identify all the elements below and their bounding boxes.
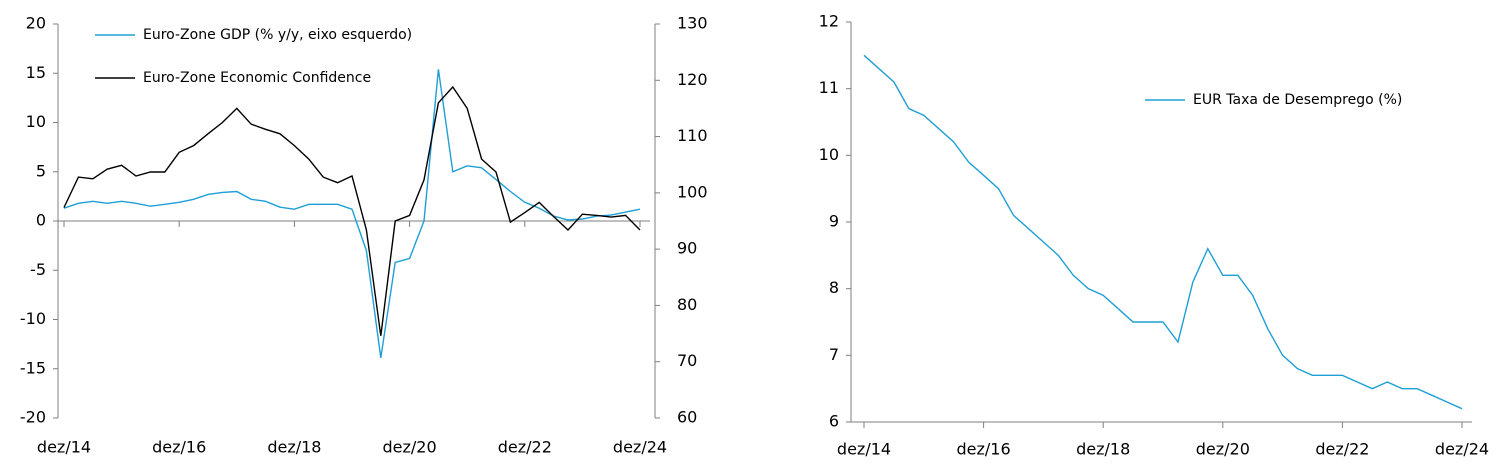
series-line: [63, 69, 641, 359]
x-tick-label: dez/14: [837, 440, 891, 459]
legend-label: Euro-Zone GDP (% y/y, eixo esquerdo): [143, 27, 412, 43]
y2-tick-label: 60: [677, 408, 697, 427]
y-tick-label: 8: [829, 278, 839, 297]
x-tick-label: dez/24: [1435, 440, 1489, 459]
x-tick-label: dez/20: [383, 438, 437, 457]
y-tick-label: 20: [26, 14, 46, 33]
x-tick-label: dez/16: [152, 438, 206, 457]
y-tick-label: -5: [30, 260, 46, 279]
x-tick-label: dez/14: [37, 438, 91, 457]
y2-tick-label: 120: [677, 70, 708, 89]
x-tick-label: dez/18: [1076, 440, 1130, 459]
series-line: [63, 85, 641, 336]
y-tick-label: 7: [829, 345, 839, 364]
y2-tick-label: 130: [677, 14, 708, 33]
y-tick-label: 9: [829, 212, 839, 231]
x-tick-label: dez/16: [957, 440, 1011, 459]
legend-label: Euro-Zone Economic Confidence: [143, 70, 371, 86]
y-tick-label: -10: [20, 309, 46, 328]
y-tick-label: -15: [20, 358, 46, 377]
y-tick-label: 6: [829, 412, 839, 431]
x-tick-label: dez/24: [613, 438, 667, 457]
y2-tick-label: 90: [677, 239, 697, 258]
x-tick-label: dez/20: [1196, 440, 1250, 459]
y-tick-label: -20: [20, 408, 46, 427]
y2-tick-label: 70: [677, 351, 697, 370]
x-tick-label: dez/18: [267, 438, 321, 457]
x-tick-label: dez/22: [498, 438, 552, 457]
y2-tick-label: 100: [677, 182, 708, 201]
y-tick-label: 10: [26, 112, 46, 131]
legend-label: EUR Taxa de Desemprego (%): [1193, 92, 1402, 108]
y2-tick-label: 110: [677, 126, 708, 145]
series-line: [863, 54, 1463, 410]
y2-tick-label: 80: [677, 295, 697, 314]
y-tick-label: 15: [26, 63, 46, 82]
x-tick-label: dez/22: [1315, 440, 1369, 459]
y-tick-label: 11: [819, 78, 839, 97]
y-tick-label: 0: [36, 211, 46, 230]
y-tick-label: 10: [819, 145, 839, 164]
y-tick-label: 12: [819, 12, 839, 31]
y-tick-label: 5: [36, 161, 46, 180]
